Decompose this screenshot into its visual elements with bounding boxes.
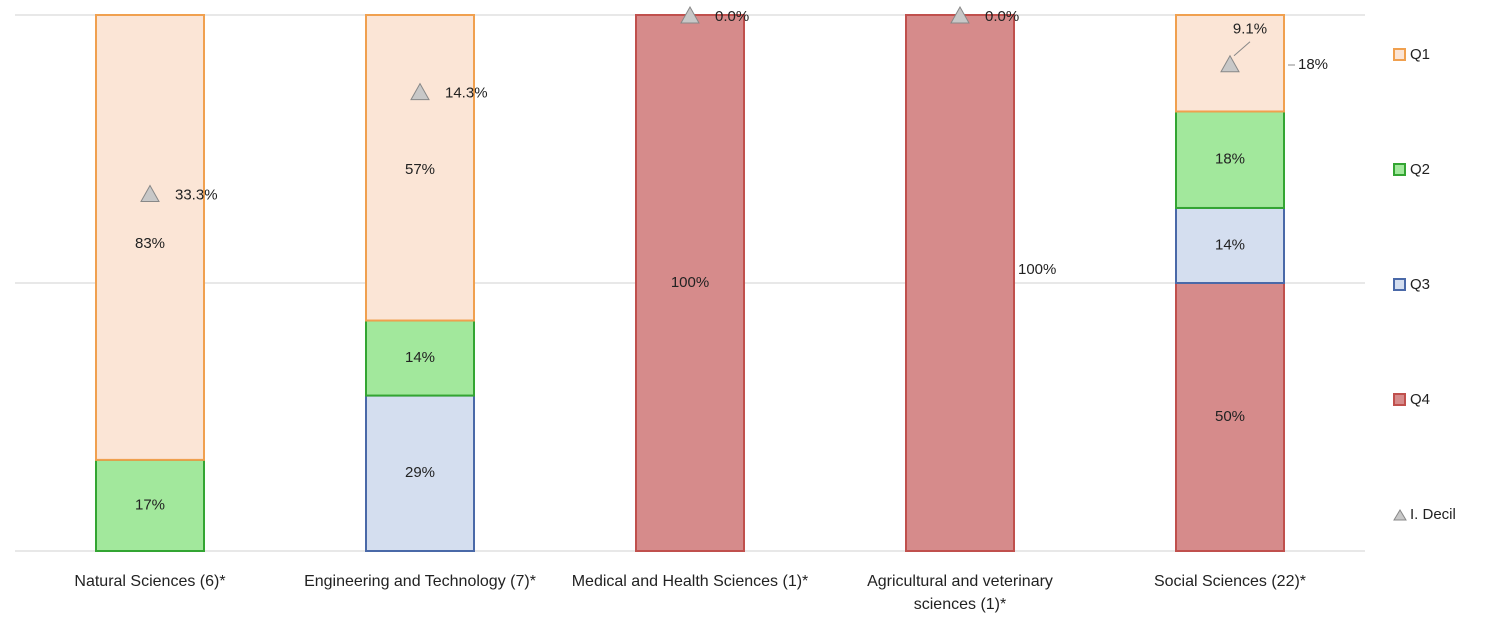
legend-label: Q4 — [1410, 391, 1430, 408]
legend-swatch — [1393, 163, 1406, 176]
legend-label: Q3 — [1410, 276, 1430, 293]
leader-line — [1233, 41, 1251, 57]
legend-swatch — [1393, 393, 1406, 406]
x-tick-label: Social Sciences (22)* — [1153, 573, 1307, 590]
legend-label: Q2 — [1410, 161, 1430, 178]
x-tick-label: Natural Sciences (6)* — [74, 573, 226, 590]
bar-segment — [635, 14, 745, 552]
x-tick-label: Engineering and Technology (7)* — [304, 573, 536, 590]
decile-marker — [950, 5, 970, 24]
x-tick-label: Medical and Health Sciences (1)* — [571, 573, 809, 590]
decile-marker — [410, 82, 430, 101]
data-label: 33.3% — [175, 186, 218, 203]
bar-segment — [1175, 110, 1285, 209]
decile-marker — [140, 184, 160, 202]
data-label: 14.3% — [445, 85, 488, 102]
data-label: 50% — [1215, 408, 1245, 425]
data-label: 14% — [1215, 236, 1245, 253]
data-label: 100% — [671, 274, 709, 291]
data-label: 83% — [135, 235, 165, 252]
legend-label: I. Decil — [1410, 506, 1456, 523]
decile-marker — [680, 5, 700, 24]
data-label: 57% — [405, 161, 435, 178]
data-label: 18% — [1215, 151, 1245, 168]
legend-label: Q1 — [1410, 46, 1430, 63]
bar-segment — [95, 458, 205, 553]
data-label: 17% — [135, 496, 165, 513]
decile-marker — [1220, 54, 1240, 73]
x-tick-label: Agricultural and veterinary sciences (1)… — [867, 573, 1053, 613]
data-label: 0.0% — [715, 8, 749, 25]
legend-swatch — [1393, 48, 1406, 61]
legend-swatch — [1393, 509, 1407, 521]
data-label: 0.0% — [985, 8, 1019, 25]
bar-segment — [95, 14, 205, 461]
legend-swatch — [1393, 278, 1406, 291]
data-label: 100% — [1018, 261, 1056, 278]
data-label: 29% — [405, 464, 435, 481]
bar-segment — [905, 14, 1015, 552]
bar-segment — [365, 14, 475, 322]
data-label: 18% — [1298, 56, 1328, 73]
data-label: 14% — [405, 349, 435, 366]
data-label: 9.1% — [1233, 21, 1267, 38]
